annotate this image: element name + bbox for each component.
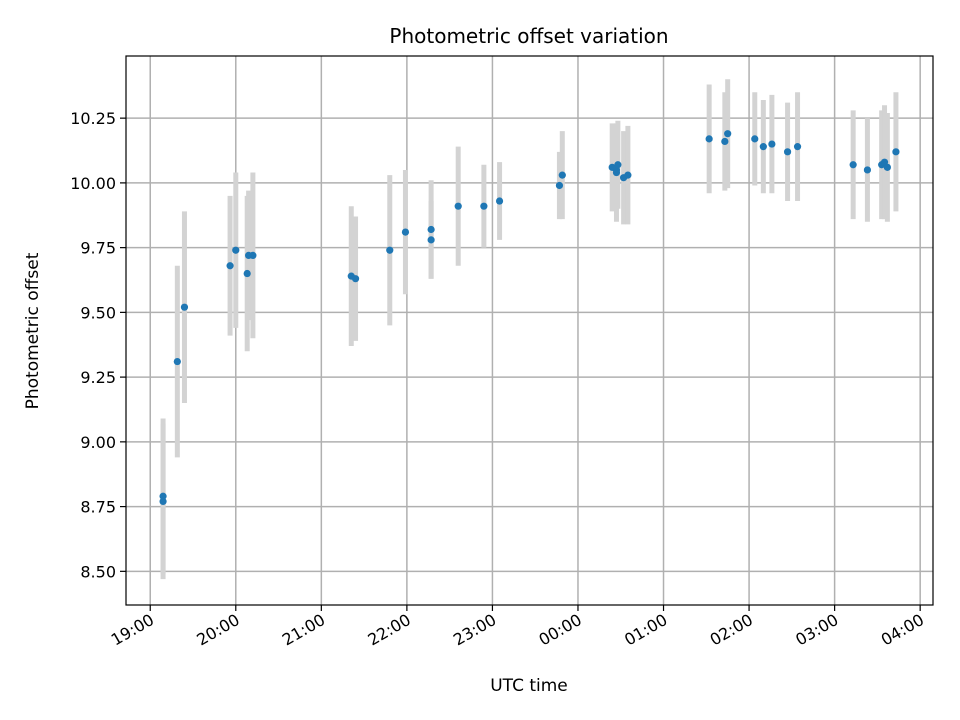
data-point [768, 140, 776, 148]
data-point [243, 269, 251, 278]
data-point [759, 143, 767, 151]
data-points [159, 130, 900, 506]
data-point [555, 181, 564, 190]
y-tick-label: 10.00 [70, 174, 116, 193]
data-point [173, 357, 181, 366]
plot-frame [125, 55, 934, 606]
data-point [427, 225, 435, 234]
data-point [159, 492, 167, 500]
data-point [849, 161, 857, 169]
data-point [427, 236, 435, 244]
data-point [705, 135, 713, 143]
data-point [793, 143, 802, 151]
data-point [883, 163, 891, 171]
data-point [159, 497, 167, 506]
data-point [480, 202, 488, 210]
data-point [454, 202, 462, 210]
data-point [386, 246, 394, 254]
data-point [558, 171, 566, 179]
data-point [612, 168, 621, 177]
data-point [401, 228, 410, 236]
y-axis: 8.50 8.75 9.00 9.25 9.50 9.75 10.00 10.25 [70, 109, 126, 581]
y-tick-label: 8.75 [80, 498, 116, 517]
x-axis-title: UTC time [490, 676, 568, 696]
data-point [892, 148, 900, 156]
data-point [351, 275, 360, 283]
y-tick-label: 9.75 [80, 239, 116, 258]
data-point [249, 251, 257, 260]
data-point [495, 197, 504, 205]
y-tick-label: 9.00 [80, 433, 116, 452]
y-tick-label: 9.25 [80, 368, 116, 387]
data-point [863, 166, 872, 174]
data-point [180, 303, 189, 311]
chart-title: Photometric offset variation [389, 24, 668, 48]
y-tick-label: 9.50 [80, 303, 116, 322]
data-point [232, 246, 240, 254]
data-point [724, 130, 732, 138]
data-point [721, 137, 729, 146]
data-point [783, 148, 792, 156]
data-point [751, 135, 759, 143]
y-tick-label: 10.25 [70, 109, 116, 128]
data-point [226, 262, 234, 270]
data-point [624, 171, 632, 179]
data-point [614, 161, 622, 169]
y-tick-label: 8.50 [80, 562, 116, 581]
y-axis-title: Photometric offset [23, 252, 43, 409]
